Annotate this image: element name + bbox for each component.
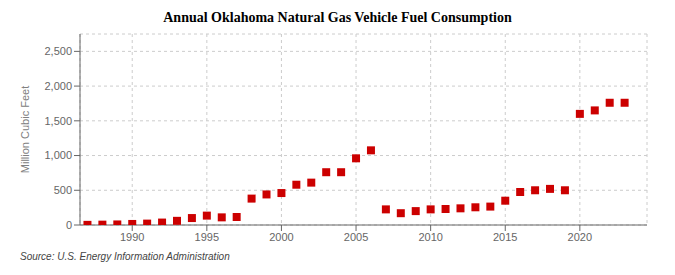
svg-text:1,000: 1,000 <box>44 149 72 161</box>
svg-text:Million Cubic Feet: Million Cubic Feet <box>19 86 31 173</box>
svg-text:2020: 2020 <box>568 231 592 243</box>
svg-text:1995: 1995 <box>195 231 219 243</box>
svg-text:2,000: 2,000 <box>44 80 72 92</box>
svg-text:1,500: 1,500 <box>44 115 72 127</box>
svg-text:0: 0 <box>66 219 72 231</box>
svg-text:2,500: 2,500 <box>44 45 72 57</box>
svg-text:2000: 2000 <box>269 231 293 243</box>
svg-text:2010: 2010 <box>418 231 442 243</box>
html-text:Source: U.S. Energy Informatio: Source: U.S. Energy Information Administ… <box>20 251 230 262</box>
html-text:Annual Oklahoma Natural Gas Ve: Annual Oklahoma Natural Gas Vehicle Fuel… <box>163 10 512 25</box>
svg-text:500: 500 <box>54 184 72 196</box>
svg-text:2015: 2015 <box>493 231 517 243</box>
svg-text:1990: 1990 <box>120 231 144 243</box>
svg-text:2005: 2005 <box>344 231 368 243</box>
